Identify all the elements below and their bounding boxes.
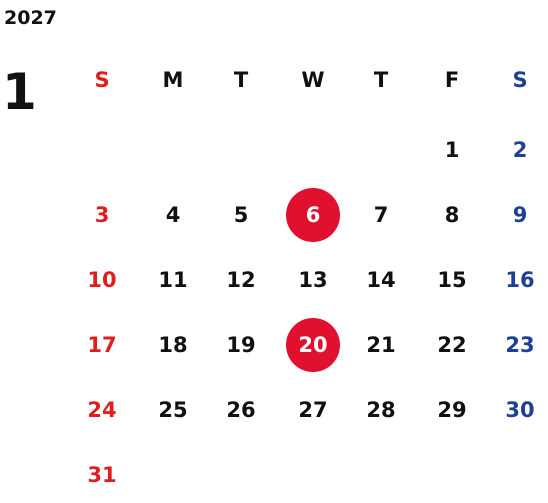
day: 31 (87, 463, 116, 487)
day: 9 (513, 203, 528, 227)
weekday-label: S (512, 68, 527, 92)
day: 27 (298, 398, 327, 422)
day-highlight (286, 318, 340, 372)
day: 30 (505, 398, 534, 422)
day: 7 (374, 203, 389, 227)
day: 25 (158, 398, 187, 422)
day: 26 (226, 398, 255, 422)
weekday-label: F (445, 68, 459, 92)
day: 12 (226, 268, 255, 292)
day: 10 (87, 268, 116, 292)
day: 21 (366, 333, 395, 357)
day: 14 (366, 268, 395, 292)
weekday-label: T (234, 68, 249, 92)
day: 6 (306, 203, 321, 227)
year: 2027 (4, 7, 57, 29)
day: 29 (437, 398, 466, 422)
day: 18 (158, 333, 187, 357)
day: 5 (234, 203, 249, 227)
weekday-label: S (94, 68, 109, 92)
weekday-label: W (301, 68, 324, 92)
month: 1 (2, 63, 37, 121)
day: 13 (298, 268, 327, 292)
day: 20 (298, 333, 327, 357)
day: 11 (158, 268, 187, 292)
day: 8 (445, 203, 460, 227)
day: 17 (87, 333, 116, 357)
weekday-label: T (374, 68, 389, 92)
day: 24 (87, 398, 116, 422)
day: 16 (505, 268, 534, 292)
day: 22 (437, 333, 466, 357)
day: 19 (226, 333, 255, 357)
day: 1 (445, 138, 460, 162)
day: 3 (95, 203, 110, 227)
day: 15 (437, 268, 466, 292)
day: 4 (166, 203, 181, 227)
weekday-label: M (163, 68, 184, 92)
day: 2 (513, 138, 528, 162)
day: 23 (505, 333, 534, 357)
day-highlight (286, 188, 340, 242)
day: 28 (366, 398, 395, 422)
